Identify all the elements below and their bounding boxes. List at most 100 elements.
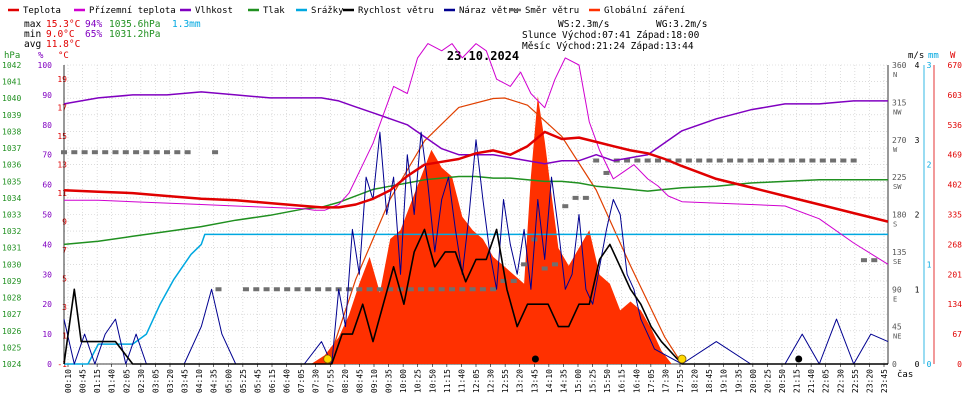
wind-direction-dot: [706, 158, 713, 163]
wind-direction-dot: [562, 204, 569, 209]
wind-direction-dot: [603, 170, 610, 175]
stats-max-hum: 94%: [85, 19, 102, 30]
chart-title: 23.10.2024: [447, 49, 519, 63]
c-tick-label: 7: [62, 246, 67, 255]
wind-direction-dot: [572, 195, 579, 200]
wind-direction-dot: [850, 158, 857, 163]
stats-min-label: min: [24, 29, 41, 40]
wind-direction-dot: [366, 287, 373, 292]
hpa-tick-label: 1041: [2, 78, 21, 87]
dir-tick-deg: 270: [892, 136, 907, 145]
wind-direction-dot: [469, 287, 476, 292]
ms-tick-label: 2: [915, 211, 920, 220]
legend-label-4: Srážky: [311, 6, 344, 16]
wind-direction-dot: [143, 150, 150, 155]
wind-direction-dot: [212, 150, 219, 155]
pct-tick-label: 70: [42, 151, 52, 160]
axis-header-hpa: hPa: [4, 51, 20, 61]
legend-label-7: Směr větru: [525, 6, 579, 16]
x-tick-label: 09:35: [385, 369, 394, 393]
hpa-tick-label: 1039: [2, 111, 21, 120]
w-tick-label: 603: [948, 91, 963, 100]
clear-sky-curve: [327, 97, 683, 365]
x-tick-label: 10:00: [399, 369, 408, 393]
x-tick-label: 17:55: [676, 369, 685, 393]
x-tick-label: 15:25: [589, 369, 598, 393]
ms-tick-label: 1: [915, 285, 920, 294]
c-tick-label: 3: [62, 303, 67, 312]
wind-direction-dot: [541, 266, 548, 271]
info-mesic: Měsíc Východ:21:24 Západ:13:44: [522, 41, 694, 52]
x-tick-label: 15:00: [574, 369, 583, 393]
ms-tick-label: 0: [915, 360, 920, 369]
axis-header-c: °C: [58, 51, 69, 61]
hpa-tick-label: 1040: [2, 94, 21, 103]
x-tick-label: 12:55: [501, 369, 510, 393]
wind-direction-dot: [184, 150, 191, 155]
info-slunce: Slunce Východ:07:41 Západ:18:00: [522, 30, 700, 41]
x-tick-label: 05:00: [224, 369, 233, 393]
wind-direction-dot: [174, 150, 181, 155]
wind-direction-dot: [510, 278, 517, 283]
axis-header-w: W: [950, 51, 956, 61]
x-tick-label: 05:25: [239, 369, 248, 393]
rain-line: [64, 233, 888, 365]
wind-direction-dot: [737, 158, 744, 163]
wind-direction-dot: [215, 287, 222, 292]
wind-direction-dot: [644, 158, 651, 163]
wind-direction-dot: [871, 258, 878, 263]
pct-tick-label: 10: [42, 330, 52, 339]
w-tick-label: 0: [957, 360, 962, 369]
w-tick-label: 67: [952, 330, 962, 339]
ms-tick-label: 4: [915, 61, 920, 70]
x-tick-label: 02:05: [122, 369, 131, 393]
hpa-tick-label: 1042: [2, 61, 21, 70]
x-tick-label: 08:45: [355, 369, 364, 393]
pct-tick-label: 60: [42, 181, 52, 190]
wind-direction-dot: [490, 287, 497, 292]
wind-direction-dot: [122, 150, 129, 155]
hpa-tick-label: 1033: [2, 211, 21, 220]
x-tick-label: 10:25: [414, 369, 423, 393]
x-tick-label: 20:00: [749, 369, 758, 393]
x-tick-label: 05:45: [253, 369, 262, 393]
hpa-tick-label: 1031: [2, 244, 21, 253]
ms-tick-label: 3: [915, 136, 920, 145]
wind-direction-dot: [654, 158, 661, 163]
pct-tick-label: 90: [42, 91, 52, 100]
dir-tick-name: E: [893, 295, 897, 303]
legend-label-6: Náraz větru: [459, 6, 519, 16]
wind-direction-dot: [747, 158, 754, 163]
hpa-tick-label: 1038: [2, 127, 21, 136]
info-panel: WS:2.3m/s WG:3.2m/s Slunce Východ:07:41 …: [522, 19, 707, 52]
c-tick-label: 5: [62, 275, 67, 284]
pct-tick-label: 100: [38, 61, 53, 70]
wind-direction-dot: [91, 150, 98, 155]
wind-direction-dot: [61, 150, 67, 155]
axes: 00:10 00:45 01:15 01:40 02:05 02:30 03:05 03:20…: [2, 61, 962, 393]
info-ws: WS:2.3m/s: [558, 19, 609, 30]
wind-direction-dot: [593, 158, 600, 163]
legend-label-3: Tlak: [263, 6, 285, 16]
pct-tick-label: 20: [42, 300, 52, 309]
hpa-tick-label: 1029: [2, 277, 21, 286]
mm-tick-label: 3: [927, 61, 932, 70]
dir-tick-name: NE: [893, 333, 901, 341]
x-tick-label: 08:20: [341, 369, 350, 393]
humidity-line: [63, 91, 888, 165]
mm-tick-label: 1: [927, 260, 932, 269]
c-tick-label: 11: [57, 189, 67, 198]
c-tick-label: -1: [57, 360, 67, 369]
x-tick-label: 23:45: [880, 369, 889, 393]
w-tick-label: 335: [948, 211, 963, 220]
dir-tick-deg: 225: [892, 173, 907, 182]
pct-tick-label: 30: [42, 270, 52, 279]
wind-direction-dot: [582, 195, 589, 200]
x-tick-label: 04:10: [195, 369, 204, 393]
c-tick-label: 1: [62, 332, 67, 341]
wind-direction-dot: [253, 287, 260, 292]
dir-tick-deg: 135: [892, 248, 907, 257]
marker-moonset: [531, 355, 539, 363]
x-tick-label: 03:20: [166, 369, 175, 393]
w-tick-label: 201: [948, 270, 963, 279]
